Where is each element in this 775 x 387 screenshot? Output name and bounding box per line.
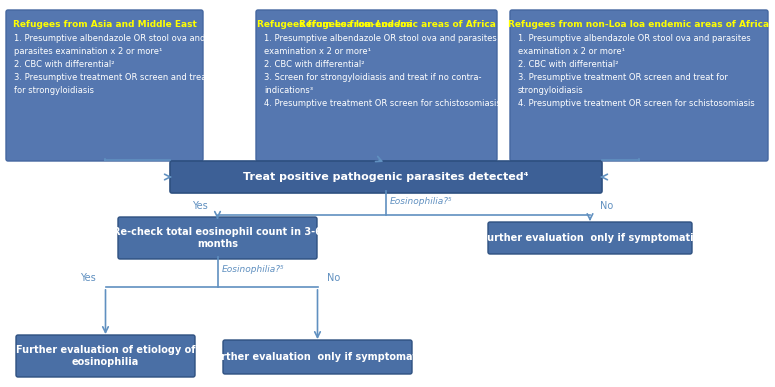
Text: examination x 2 or more¹: examination x 2 or more¹ [518, 47, 625, 56]
FancyBboxPatch shape [256, 10, 497, 161]
Text: Refugees from: Refugees from [298, 20, 377, 29]
Text: 3. Presumptive treatment OR screen and treat: 3. Presumptive treatment OR screen and t… [14, 73, 209, 82]
Text: Loa loa: Loa loa [377, 20, 413, 29]
Text: 1. Presumptive albendazole OR stool ova and parasites: 1. Presumptive albendazole OR stool ova … [518, 34, 751, 43]
Text: parasites examination x 2 or more¹: parasites examination x 2 or more¹ [14, 47, 163, 56]
Text: examination x 2 or more¹: examination x 2 or more¹ [264, 47, 371, 56]
Text: Treat positive pathogenic parasites detected⁴: Treat positive pathogenic parasites dete… [243, 172, 529, 182]
Text: Refugees from Loa loa-endemic areas of Africa: Refugees from Loa loa-endemic areas of A… [257, 20, 496, 29]
Text: Eosinophilia?⁵: Eosinophilia?⁵ [222, 265, 284, 274]
Text: Refugees from Asia and Middle East: Refugees from Asia and Middle East [12, 20, 196, 29]
FancyBboxPatch shape [118, 217, 317, 259]
Text: indications³: indications³ [264, 86, 313, 95]
Text: Further evaluation  only if symptomatic: Further evaluation only if symptomatic [480, 233, 699, 243]
Text: 3. Screen for strongyloidiasis and treat if no contra-: 3. Screen for strongyloidiasis and treat… [264, 73, 481, 82]
Text: 2. CBC with differential²: 2. CBC with differential² [518, 60, 618, 69]
FancyBboxPatch shape [488, 222, 692, 254]
Text: 1. Presumptive albendazole OR stool ova and: 1. Presumptive albendazole OR stool ova … [14, 34, 205, 43]
Text: strongyloidiasis: strongyloidiasis [518, 86, 584, 95]
Text: Further evaluation of etiology of
eosinophilia: Further evaluation of etiology of eosino… [16, 345, 195, 367]
Text: 1. Presumptive albendazole OR stool ova and parasites: 1. Presumptive albendazole OR stool ova … [264, 34, 497, 43]
FancyBboxPatch shape [223, 340, 412, 374]
Text: Re-check total eosinophil count in 3-6
months: Re-check total eosinophil count in 3-6 m… [113, 227, 322, 249]
Text: Further evaluation  only if symptomatic: Further evaluation only if symptomatic [208, 352, 427, 362]
Text: No: No [600, 201, 613, 211]
Text: Yes: Yes [191, 201, 208, 211]
FancyBboxPatch shape [6, 10, 203, 161]
Text: Eosinophilia?⁵: Eosinophilia?⁵ [390, 197, 453, 205]
FancyBboxPatch shape [510, 10, 768, 161]
Text: Refugees from non-Loa loa endemic areas of Africa: Refugees from non-Loa loa endemic areas … [508, 20, 770, 29]
Text: for strongyloidiasis: for strongyloidiasis [14, 86, 94, 95]
Text: Yes: Yes [80, 273, 95, 283]
Text: 4. Presumptive treatment OR screen for schistosomiasis: 4. Presumptive treatment OR screen for s… [518, 99, 755, 108]
FancyBboxPatch shape [16, 335, 195, 377]
Text: 3. Presumptive treatment OR screen and treat for: 3. Presumptive treatment OR screen and t… [518, 73, 728, 82]
Text: No: No [328, 273, 341, 283]
Text: 2. CBC with differential²: 2. CBC with differential² [264, 60, 364, 69]
Text: 2. CBC with differential²: 2. CBC with differential² [14, 60, 115, 69]
Text: 4. Presumptive treatment OR screen for schistosomiasis: 4. Presumptive treatment OR screen for s… [264, 99, 501, 108]
FancyBboxPatch shape [170, 161, 602, 193]
